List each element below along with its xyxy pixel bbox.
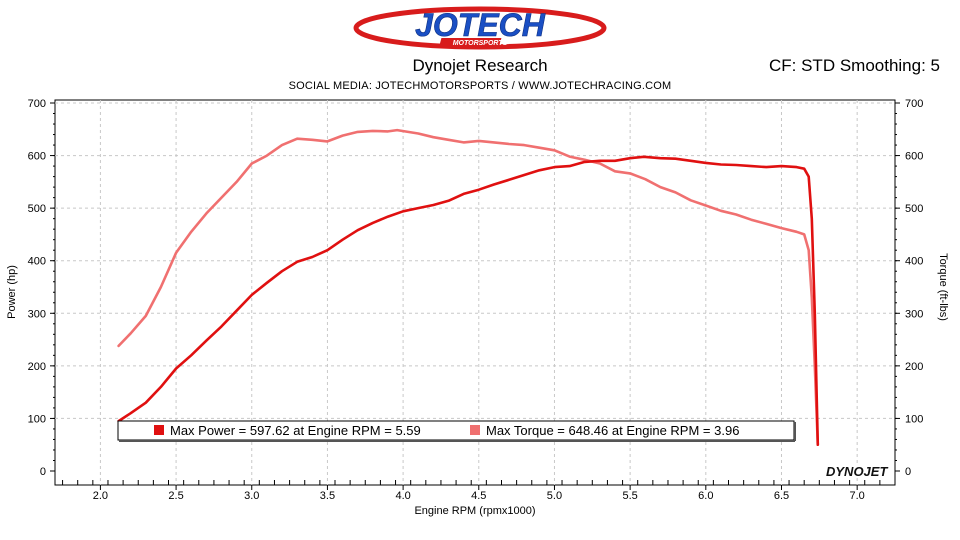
series-line-torque <box>117 128 820 447</box>
y2-tick-label: 400 <box>905 256 923 268</box>
x-tick-label: 4.0 <box>395 490 410 502</box>
y2-tick-label: 500 <box>905 203 923 215</box>
legend-swatch-power <box>154 425 164 435</box>
y-tick-label: 0 <box>40 466 46 478</box>
logo-text: JOTECH <box>415 7 546 43</box>
y2-tick-label: 200 <box>905 361 923 373</box>
y2-tick-label: 600 <box>905 151 923 163</box>
series-lines <box>117 128 820 447</box>
y-tick-label: 400 <box>28 256 46 268</box>
legend-swatch-torque <box>470 425 480 435</box>
axis-ticks: 0 0 100 100 200 200 300 300 400 400 500 500 600 600 70… <box>28 98 924 502</box>
legend-entry-power: Max Power = 597.62 at Engine RPM = 5.59 <box>170 423 421 438</box>
x-tick-label: 6.5 <box>774 490 789 502</box>
x-tick-label: 4.5 <box>471 490 486 502</box>
y2-tick-label: 100 <box>905 413 923 425</box>
correction-factor: CF: STD Smoothing: 5 <box>768 56 940 75</box>
y2-tick-label: 300 <box>905 308 923 320</box>
legend: Max Power = 597.62 at Engine RPM = 5.59 … <box>117 420 796 442</box>
x-tick-label: 2.0 <box>93 490 108 502</box>
y-tick-label: 100 <box>28 413 46 425</box>
dynojet-brand-text: DYNOJET <box>826 464 888 479</box>
chart-title: Dynojet Research <box>412 56 548 75</box>
legend-entry-torque: Max Torque = 648.46 at Engine RPM = 3.96 <box>486 423 739 438</box>
jotech-logo: JOTECH MOTORSPORTS <box>353 6 607 50</box>
y-axis-label: Power (hp) <box>6 265 18 319</box>
y-tick-label: 200 <box>28 361 46 373</box>
x-tick-label: 2.5 <box>168 490 183 502</box>
logo-subtext: MOTORSPORTS <box>453 40 508 47</box>
dynojet-logo: DYNOJET <box>826 464 892 479</box>
y-tick-label: 300 <box>28 308 46 320</box>
x-tick-label: 6.0 <box>698 490 713 502</box>
x-tick-label: 5.5 <box>622 490 637 502</box>
y2-tick-label: 700 <box>905 98 923 110</box>
series-line-power <box>117 155 820 447</box>
social-media-line: SOCIAL MEDIA: JOTECHMOTORSPORTS / WWW.JO… <box>288 80 672 92</box>
y2-axis-label: Torque (ft-lbs) <box>937 253 949 321</box>
x-axis-label: Engine RPM (rpmx1000) <box>414 505 535 517</box>
y-tick-label: 600 <box>28 151 46 163</box>
x-tick-label: 3.5 <box>320 490 335 502</box>
y2-tick-label: 0 <box>905 466 911 478</box>
y-tick-label: 500 <box>28 203 46 215</box>
x-tick-label: 7.0 <box>850 490 865 502</box>
y-tick-label: 700 <box>28 98 46 110</box>
x-tick-label: 5.0 <box>547 490 562 502</box>
x-tick-label: 3.0 <box>244 490 259 502</box>
logo-swoosh <box>353 6 607 50</box>
